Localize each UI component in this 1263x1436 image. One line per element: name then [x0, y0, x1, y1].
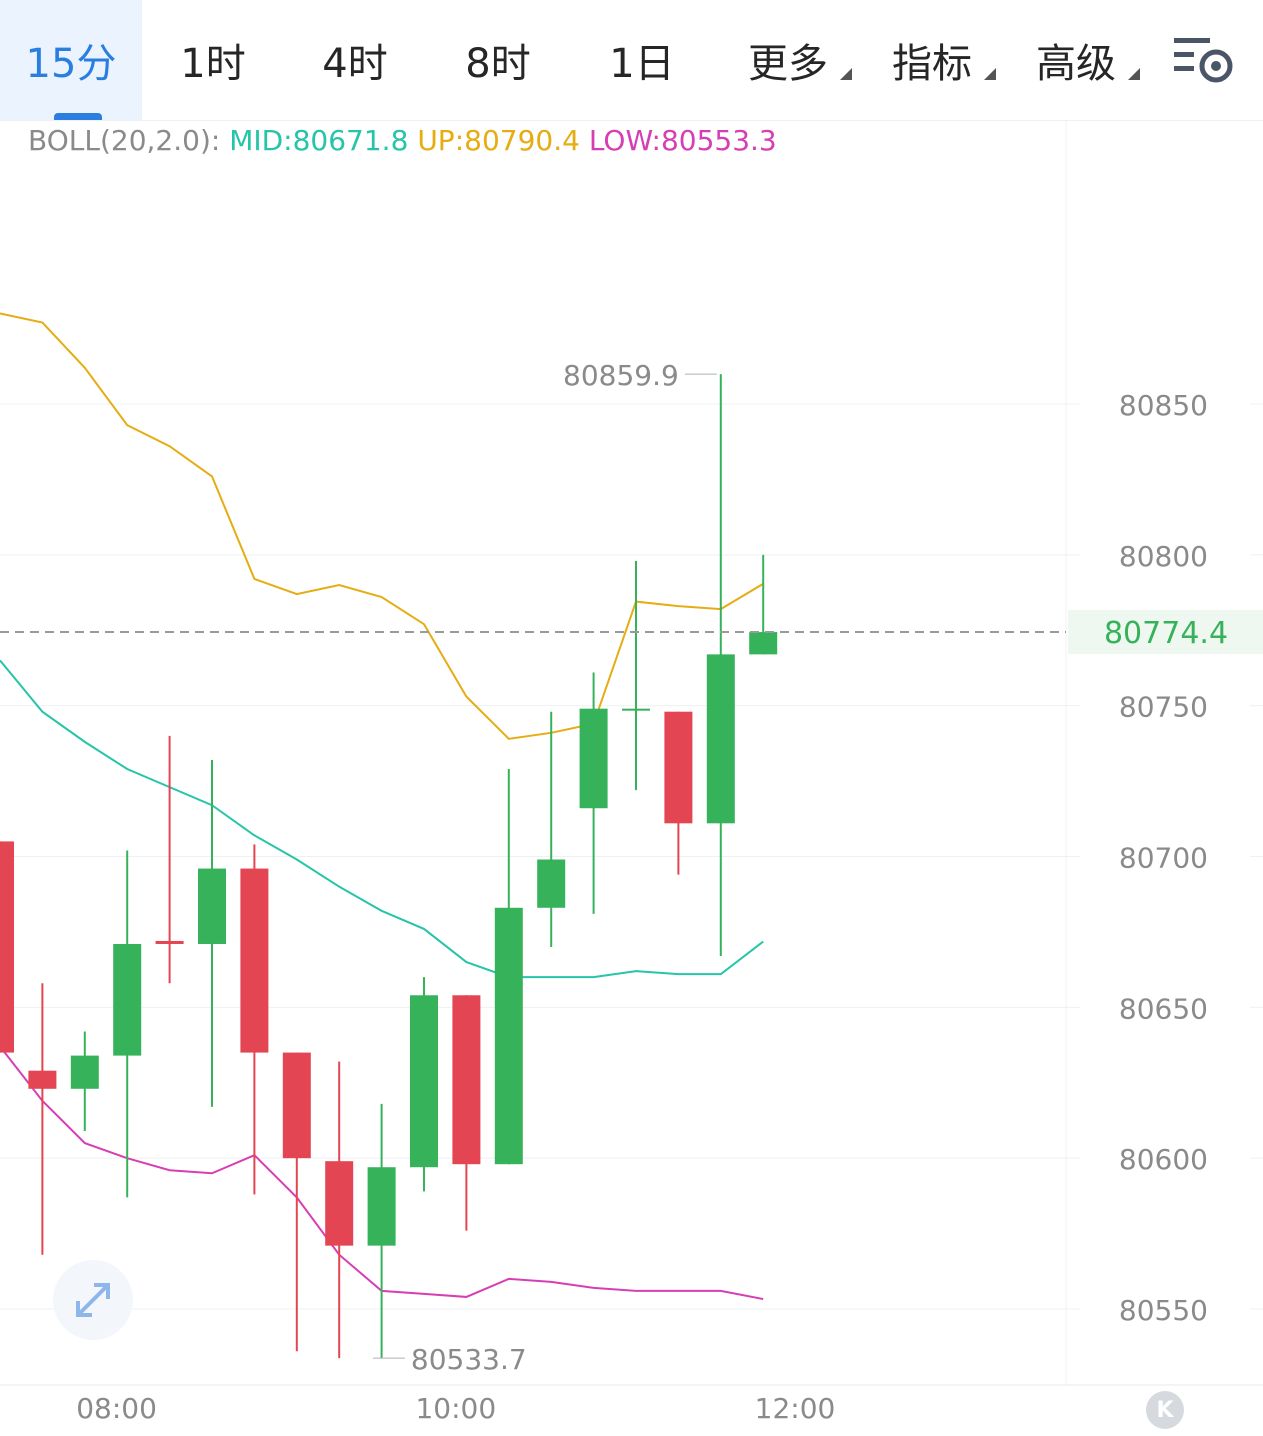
candle-body	[198, 868, 226, 944]
tab-label: 更多	[748, 41, 828, 87]
candle-body	[240, 868, 269, 1053]
candle-body	[579, 708, 608, 809]
boll-low-value: LOW:80553.3	[588, 124, 777, 157]
tab-1h[interactable]: 1时	[142, 0, 284, 120]
timeframe-toolbar: 15分 1时 4时 8时 1日 更多 指标 高级	[0, 0, 1263, 121]
candlestick-chart[interactable]: 80550 80600 80650 80700 80750 80800 80850 08:00…	[0, 120, 1263, 1436]
candle-body	[622, 708, 650, 711]
candle-body	[664, 711, 693, 824]
k-button-label: K	[1156, 1397, 1174, 1423]
candle-body	[325, 1161, 354, 1246]
tab-4h[interactable]: 4时	[284, 0, 426, 120]
tab-indicators-dropdown[interactable]: 指标	[862, 0, 1002, 120]
tab-1d[interactable]: 1日	[570, 0, 714, 120]
dropdown-corner-icon	[984, 68, 996, 80]
candle-body	[0, 841, 14, 1053]
y-tick-label: 80750	[1119, 691, 1208, 724]
boll-indicator-legend: BOLL(20,2.0): MID:80671.8 UP:80790.4 LOW…	[28, 124, 777, 157]
tab-label: 指标	[892, 41, 972, 87]
y-tick-label: 80800	[1119, 540, 1208, 573]
candle-body	[28, 1070, 57, 1089]
candle-body	[706, 654, 735, 824]
dropdown-corner-icon	[840, 68, 852, 80]
tab-label: 1日	[609, 41, 675, 87]
x-tick-label: 10:00	[415, 1392, 496, 1425]
candle-body	[452, 995, 481, 1165]
boll-middle-line	[0, 659, 764, 979]
x-tick-label: 12:00	[755, 1392, 836, 1425]
y-tick-label: 80650	[1119, 992, 1208, 1025]
tab-label: 15分	[25, 41, 117, 87]
candle-body	[749, 632, 778, 655]
y-tick-label: 80700	[1119, 842, 1208, 875]
candle-body	[410, 995, 438, 1168]
candle-body	[282, 1052, 311, 1159]
y-tick-label: 80550	[1119, 1294, 1208, 1327]
candle-body	[494, 907, 523, 1165]
y-tick-label: 80850	[1119, 389, 1208, 422]
expand-chart-button[interactable]	[53, 1260, 133, 1340]
current-price-badge	[1068, 610, 1263, 655]
min-price-label: 80533.7	[411, 1343, 527, 1376]
boll-mid-value: MID:80671.8	[229, 124, 409, 157]
tab-8h[interactable]: 8时	[426, 0, 570, 120]
x-tick-label: 08:00	[76, 1392, 157, 1425]
tab-label: 8时	[465, 41, 531, 87]
tab-15min[interactable]: 15分	[0, 0, 142, 120]
tab-more-dropdown[interactable]: 更多	[718, 0, 858, 120]
candle-body	[367, 1167, 396, 1246]
boll-label: BOLL(20,2.0):	[28, 124, 221, 157]
current-price-label: 80774.4	[1104, 616, 1228, 651]
expand-arrows-icon	[76, 1283, 110, 1317]
candle-body	[70, 1055, 99, 1089]
tab-advanced-dropdown[interactable]: 高级	[1006, 0, 1146, 120]
candle-body	[155, 940, 184, 944]
candle-body	[113, 943, 142, 1056]
tab-label: 1时	[180, 41, 246, 87]
candle-body	[537, 859, 566, 908]
tab-label: 高级	[1036, 41, 1116, 87]
y-tick-label: 80600	[1119, 1143, 1208, 1176]
dropdown-corner-icon	[1128, 68, 1140, 80]
active-tab-indicator	[54, 113, 102, 120]
max-price-label: 80859.9	[563, 359, 679, 392]
tab-label: 4时	[322, 41, 388, 87]
chart-settings-gear-icon[interactable]	[1172, 30, 1236, 90]
k-line-button[interactable]: K	[1146, 1391, 1184, 1429]
boll-up-value: UP:80790.4	[417, 124, 580, 157]
